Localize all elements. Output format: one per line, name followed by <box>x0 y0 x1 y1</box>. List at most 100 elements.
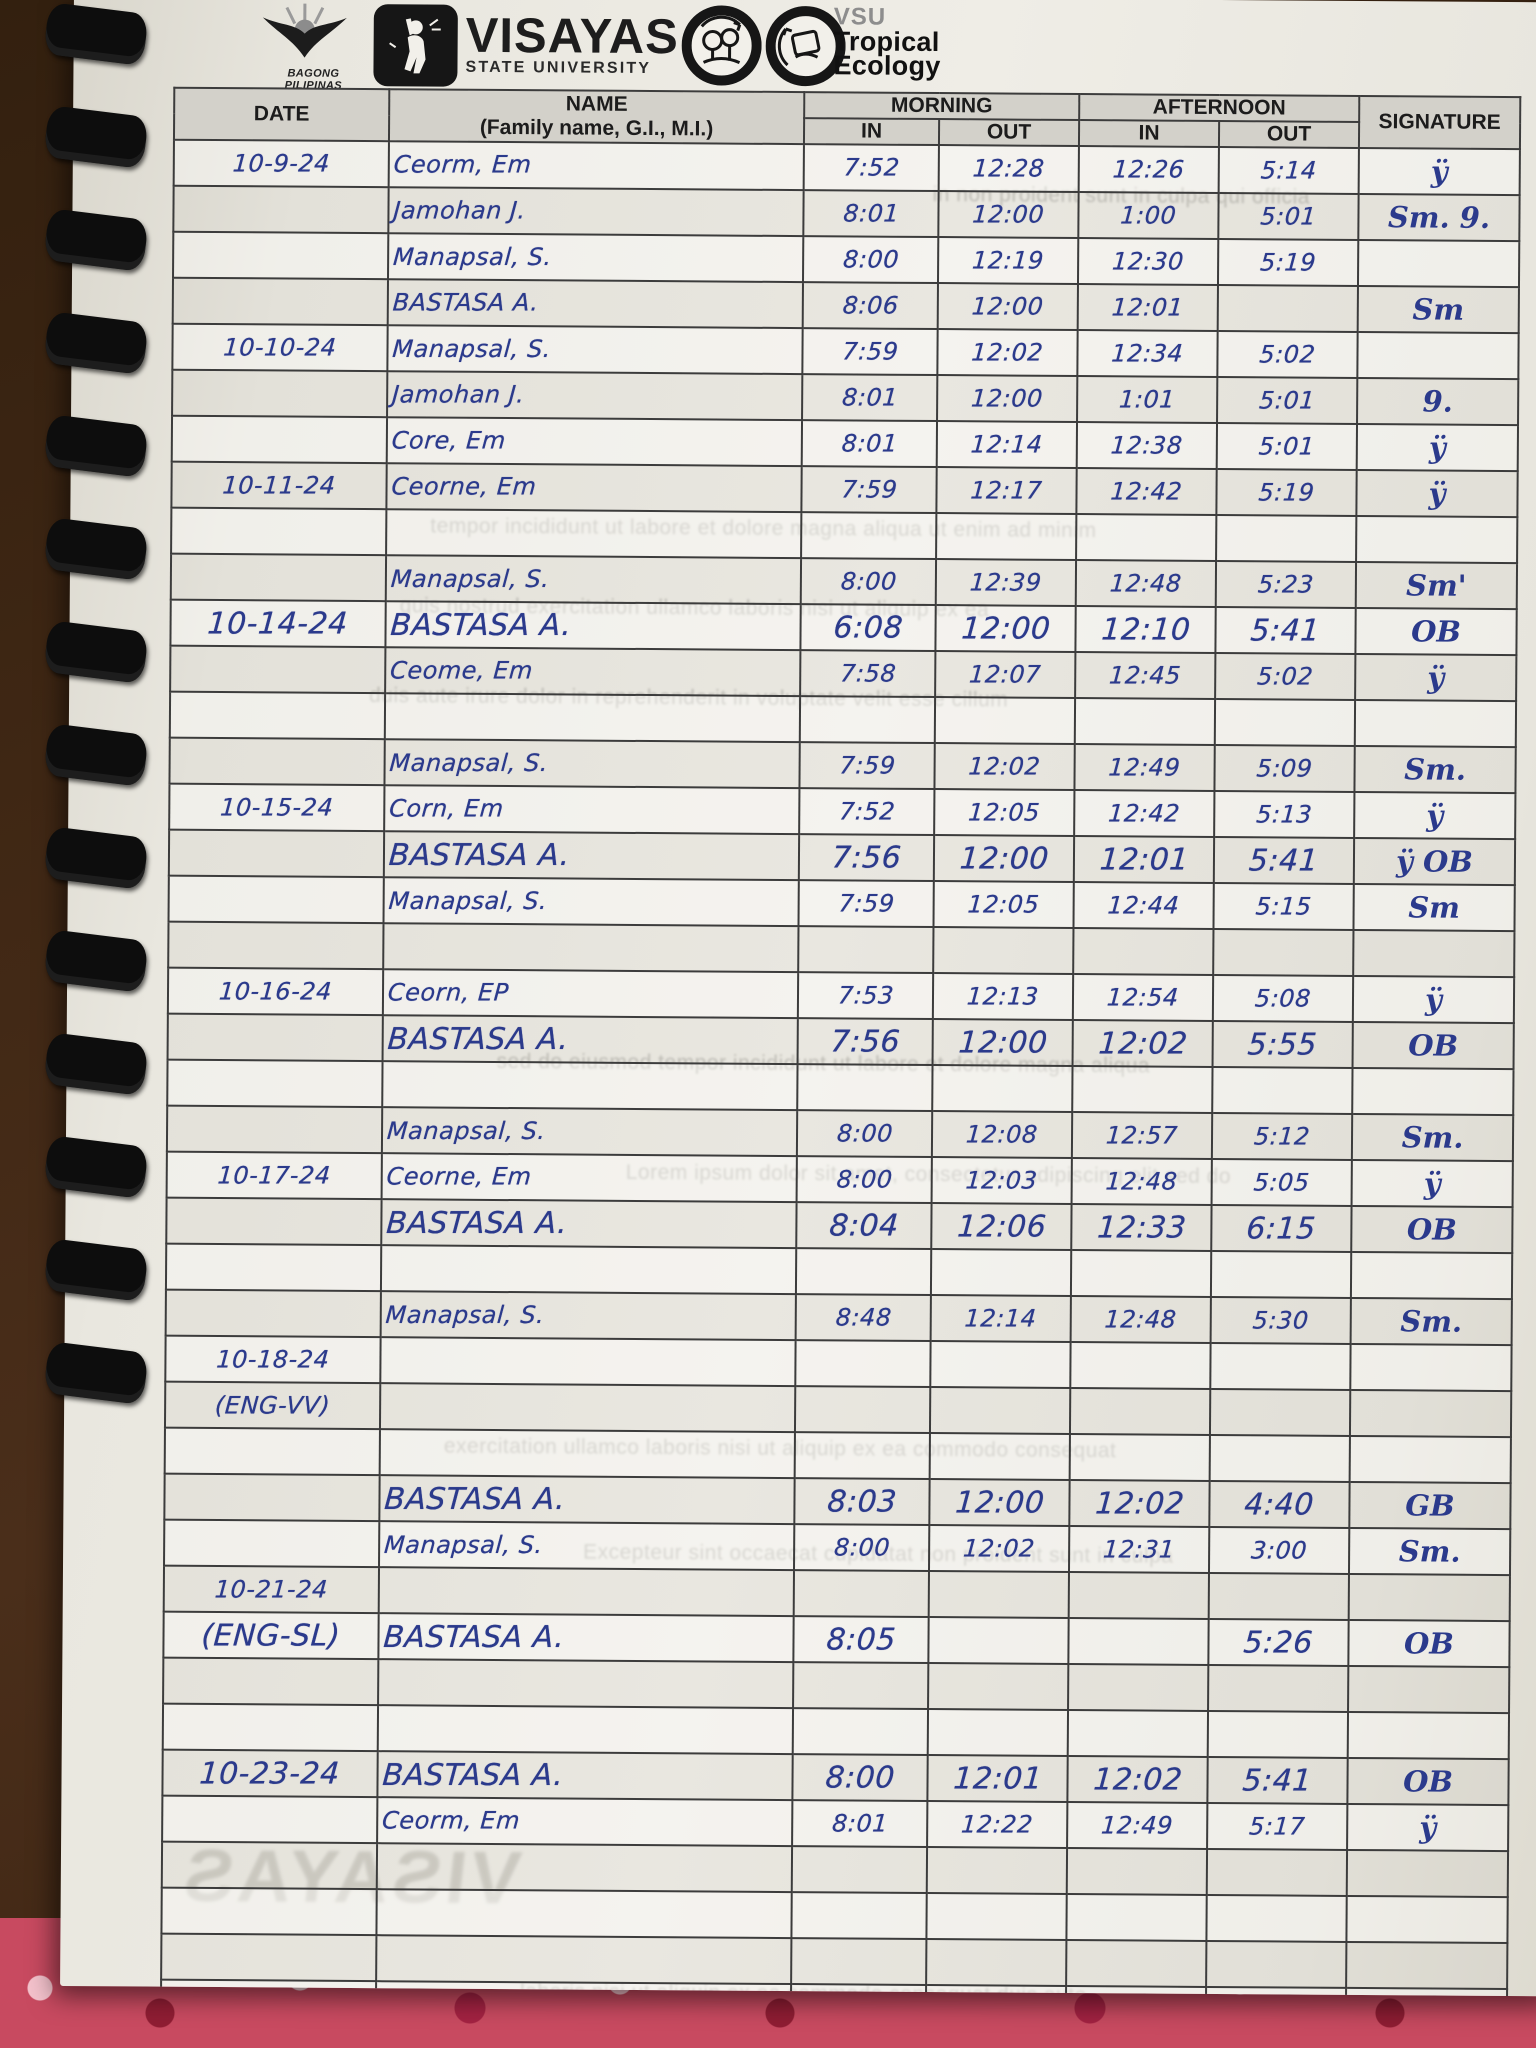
afternoon-out-cell: 5:41 <box>1207 1756 1348 1804</box>
handwritten-entry: 8:03 <box>826 1484 898 1520</box>
morning-out-cell: 12:07 <box>935 651 1076 699</box>
morning-out-cell: 12:03 <box>931 1157 1072 1204</box>
university-wordmark: VISAYAS STATE UNIVERSITY <box>465 9 679 78</box>
handwritten-entry: Ceorn, EP <box>387 978 510 1007</box>
morning-out-cell <box>926 1847 1068 1894</box>
afternoon-in-cell <box>1070 1249 1212 1297</box>
handwritten-signature: OB <box>1403 1764 1454 1799</box>
afternoon-out-cell: 5:05 <box>1211 1158 1352 1206</box>
afternoon-out-cell: 4:40 <box>1209 1480 1350 1528</box>
date-cell <box>162 1795 378 1844</box>
date-cell <box>167 1013 383 1062</box>
morning-out-cell <box>926 1892 1067 1940</box>
handwritten-entry: Jamohan J. <box>391 380 526 409</box>
handwritten-entry: 5:01 <box>1257 432 1316 461</box>
handwritten-entry: (ENG-VV) <box>214 1391 332 1420</box>
name-cell: Ceorne, Em <box>386 463 802 513</box>
morning-out-cell <box>933 927 1074 974</box>
morning-in-cell <box>801 512 937 560</box>
handwritten-entry: 12:00 <box>959 611 1052 647</box>
handwritten-entry: 5:02 <box>1258 340 1317 369</box>
name-cell <box>376 1889 792 1939</box>
date-cell <box>164 1427 380 1476</box>
name-cell: Manapsal, S. <box>380 1291 796 1341</box>
morning-out-cell: 12:14 <box>930 1295 1071 1342</box>
date-cell <box>166 1105 383 1154</box>
handwritten-entry: 12:00 <box>958 841 1050 877</box>
name-cell <box>379 1383 796 1433</box>
handwritten-entry: 7:52 <box>842 153 901 182</box>
handwritten-entry: 8:00 <box>832 1533 891 1562</box>
morning-out-cell: 12:22 <box>927 1801 1068 1848</box>
name-cell: BASTASA A. <box>379 1475 795 1525</box>
handwritten-entry: Manapsal, S. <box>384 1300 546 1329</box>
signature-cell <box>1357 239 1520 288</box>
signature-cell: Sm' <box>1355 561 1518 610</box>
org-name-line2: Ecology <box>833 50 941 82</box>
handwritten-entry: 5:23 <box>1256 570 1315 599</box>
morning-in-cell: 8:48 <box>795 1294 931 1342</box>
afternoon-in-cell: 12:49 <box>1074 744 1215 791</box>
afternoon-in-cell: 12:57 <box>1071 1111 1213 1159</box>
handwritten-entry: 5:17 <box>1248 1812 1307 1841</box>
binding-comb <box>43 929 149 993</box>
handwritten-entry: 12:39 <box>969 568 1043 597</box>
handwritten-entry: 5:01 <box>1258 386 1317 415</box>
date-cell <box>165 1243 382 1292</box>
signature-cell <box>1346 1941 1508 1990</box>
morning-in-cell: 8:04 <box>796 1202 932 1250</box>
date-cell: 10-18-24 <box>165 1335 381 1384</box>
name-cell <box>386 509 802 559</box>
binding-comb <box>43 517 149 581</box>
handwritten-entry: BASTASA A. <box>389 607 573 643</box>
handwritten-entry: 12:19 <box>971 246 1045 275</box>
afternoon-out-cell <box>1207 1710 1349 1758</box>
col-header-name: NAME (Family name, G.I., M.I.) <box>388 89 805 145</box>
binding-comb <box>43 826 149 890</box>
handwritten-entry: 12:06 <box>955 1209 1048 1244</box>
afternoon-in-cell <box>1069 1387 1211 1435</box>
name-cell: BASTASA A. <box>378 1613 794 1663</box>
handwritten-signature: Sm. <box>1401 1120 1464 1155</box>
handwritten-signature: Sm' <box>1406 568 1467 603</box>
afternoon-in-cell: 12:01 <box>1073 836 1215 883</box>
handwritten-entry: 12:02 <box>1096 1025 1189 1061</box>
handwritten-entry: BASTASA A. <box>391 288 540 317</box>
handwritten-entry: 7:59 <box>841 337 899 366</box>
handwritten-signature: Sm. <box>1400 1304 1463 1339</box>
handwritten-signature: OB <box>1403 1626 1455 1661</box>
handwritten-entry: 12:28 <box>971 154 1046 183</box>
handwritten-entry: Ceorne, Em <box>385 1162 533 1191</box>
morning-in-cell: 7:59 <box>798 880 934 928</box>
handwritten-entry: 4:40 <box>1243 1486 1316 1522</box>
date-cell <box>172 277 389 326</box>
afternoon-in-cell: 12:48 <box>1070 1295 1211 1343</box>
date-cell <box>167 1059 383 1108</box>
morning-in-cell <box>799 696 936 744</box>
handwritten-entry: 6:15 <box>1245 1210 1318 1246</box>
morning-out-cell: 12:00 <box>938 191 1079 239</box>
name-cell: Ceorm, Em <box>388 141 804 191</box>
handwritten-entry: 10-17-24 <box>216 1161 332 1190</box>
name-cell: BASTASA A. <box>382 1015 798 1065</box>
signature-cell: ÿ <box>1356 423 1519 472</box>
binding-comb <box>43 723 149 787</box>
afternoon-out-cell <box>1209 1388 1351 1436</box>
handwritten-entry: Corn, Em <box>388 794 505 823</box>
afternoon-out-cell: 5:14 <box>1218 146 1359 194</box>
date-cell: 10-16-24 <box>167 967 384 1016</box>
handwritten-entry: 3:00 <box>1250 1536 1309 1565</box>
binding-comb <box>43 1032 149 1096</box>
handwritten-entry: Manapsal, S. <box>388 748 550 777</box>
handwritten-entry: 12:02 <box>1093 1485 1186 1521</box>
signature-cell: Sm. <box>1354 745 1516 794</box>
morning-out-cell: 12:00 <box>929 1479 1070 1526</box>
university-subtitle: STATE UNIVERSITY <box>465 58 652 78</box>
handwritten-entry: 5:09 <box>1255 754 1314 783</box>
handwritten-entry: 12:07 <box>968 660 1043 689</box>
handwritten-entry: 12:31 <box>1102 1535 1176 1564</box>
signature-cell: OB <box>1351 1205 1513 1254</box>
handwritten-entry: 12:10 <box>1099 612 1192 647</box>
tropical-ecology-logo-icon <box>681 5 762 86</box>
date-cell <box>168 921 384 970</box>
